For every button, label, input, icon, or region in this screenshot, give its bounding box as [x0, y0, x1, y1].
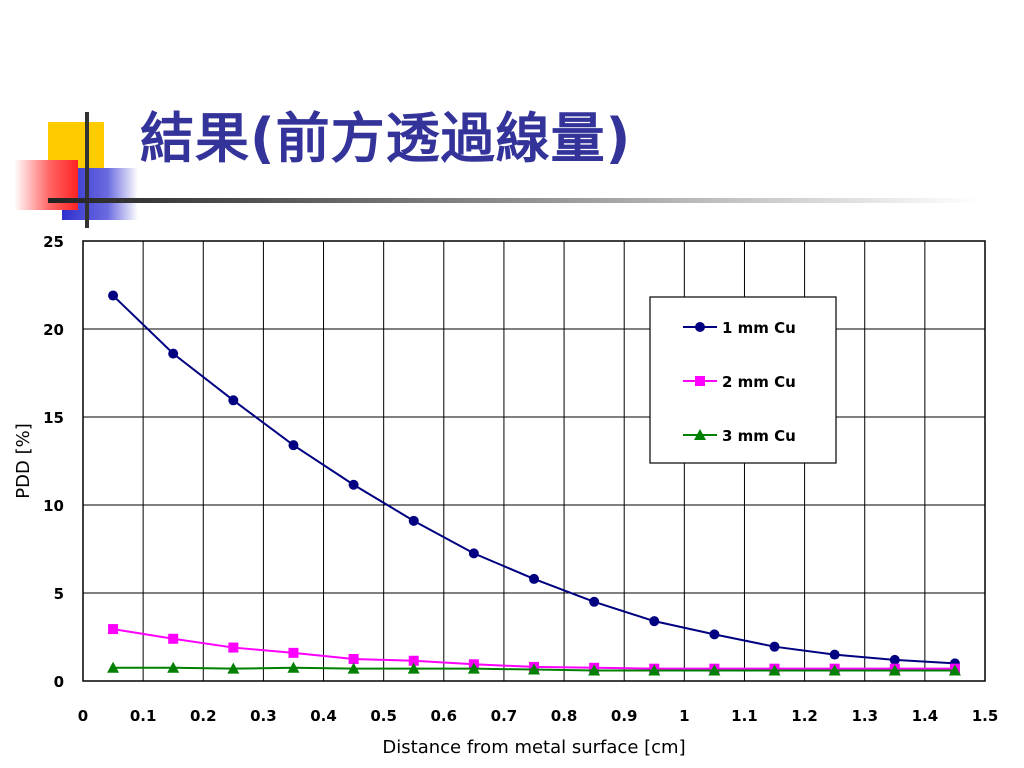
- data-point: [288, 647, 299, 658]
- plot-area-border: [82, 240, 986, 682]
- y-axis-ticks: 0 5 10 15 20 25: [43, 233, 64, 691]
- y-tick-label: 25: [43, 233, 64, 251]
- series-layer: [107, 290, 961, 676]
- data-point: [167, 661, 180, 673]
- legend-label: 1 mm Cu: [722, 319, 796, 337]
- legend-marker: [694, 429, 706, 440]
- data-point: [288, 440, 299, 451]
- data-point: [709, 629, 720, 640]
- data-point: [408, 515, 419, 526]
- legend-marker: [695, 322, 705, 332]
- x-tick-label: 0.9: [611, 707, 638, 725]
- data-point: [708, 664, 721, 676]
- y-tick-label: 20: [43, 321, 64, 339]
- x-axis-ticks: 0 0.1 0.2 0.3 0.4 0.5 0.6 0.7 0.8 0.9 1 1.1 1.2 1.3 1.…: [78, 707, 999, 725]
- series-1: [108, 290, 960, 669]
- x-tick-label: 0.7: [491, 707, 518, 725]
- grid-lines: [83, 241, 985, 681]
- data-point: [168, 633, 179, 644]
- y-axis-title: PDD [%]: [13, 423, 34, 498]
- data-point: [768, 664, 781, 676]
- data-point: [888, 664, 901, 676]
- data-point: [648, 664, 661, 676]
- data-point: [347, 662, 360, 674]
- x-tick-label: 1.3: [851, 707, 878, 725]
- decor-vertical-bar: [85, 112, 89, 228]
- x-axis-title: Distance from metal surface [cm]: [382, 737, 685, 758]
- legend-label: 2 mm Cu: [722, 373, 796, 391]
- legend-item: 3 mm Cu: [683, 427, 796, 445]
- data-point: [529, 573, 539, 584]
- data-point: [468, 548, 479, 559]
- y-tick-label: 15: [43, 409, 64, 427]
- data-point: [948, 664, 961, 676]
- data-point: [287, 661, 300, 673]
- data-point: [588, 664, 601, 676]
- data-point: [168, 348, 179, 359]
- x-tick-label: 1.2: [791, 707, 818, 725]
- y-tick-label: 0: [54, 673, 64, 691]
- x-tick-label: 0.5: [370, 707, 397, 725]
- data-point: [107, 661, 120, 673]
- data-point: [589, 596, 600, 607]
- y-tick-label: 10: [43, 497, 64, 515]
- title-decoration: [14, 112, 978, 228]
- x-tick-label: 1: [679, 707, 689, 725]
- x-tick-label: 0.2: [190, 707, 217, 725]
- x-tick-label: 0.3: [250, 707, 277, 725]
- x-tick-label: 1.5: [972, 707, 999, 725]
- x-tick-label: 0.4: [310, 707, 337, 725]
- legend-item: 1 mm Cu: [683, 319, 796, 337]
- data-point: [108, 290, 119, 301]
- legend-item: 2 mm Cu: [683, 373, 796, 391]
- data-point: [829, 649, 840, 660]
- y-tick-label: 5: [54, 585, 64, 603]
- data-point: [407, 662, 420, 674]
- x-tick-label: 0.1: [130, 707, 157, 725]
- data-point: [228, 395, 239, 406]
- legend-label: 3 mm Cu: [722, 427, 796, 445]
- data-point: [769, 641, 780, 652]
- slide-title: 結果(前方透過線量): [140, 107, 632, 170]
- x-tick-label: 0.8: [551, 707, 578, 725]
- title-underline: [48, 198, 978, 203]
- series-3: [107, 661, 961, 676]
- data-point: [227, 662, 240, 674]
- data-point: [348, 654, 359, 664]
- legend: 1 mm Cu 2 mm Cu 3 mm Cu: [649, 296, 837, 464]
- data-point: [348, 479, 359, 490]
- data-point: [649, 616, 660, 627]
- data-point: [467, 662, 480, 674]
- x-tick-label: 1.1: [731, 707, 758, 725]
- legend-marker: [695, 376, 705, 386]
- x-tick-label: 0.6: [431, 707, 458, 725]
- data-point: [528, 663, 540, 675]
- legend-box: [649, 296, 837, 464]
- data-point: [889, 654, 900, 665]
- data-point: [108, 624, 119, 635]
- data-point: [228, 642, 239, 653]
- x-tick-label: 1.4: [912, 707, 939, 725]
- data-point: [408, 655, 419, 666]
- x-tick-label: 0: [78, 707, 88, 725]
- data-point: [828, 664, 841, 676]
